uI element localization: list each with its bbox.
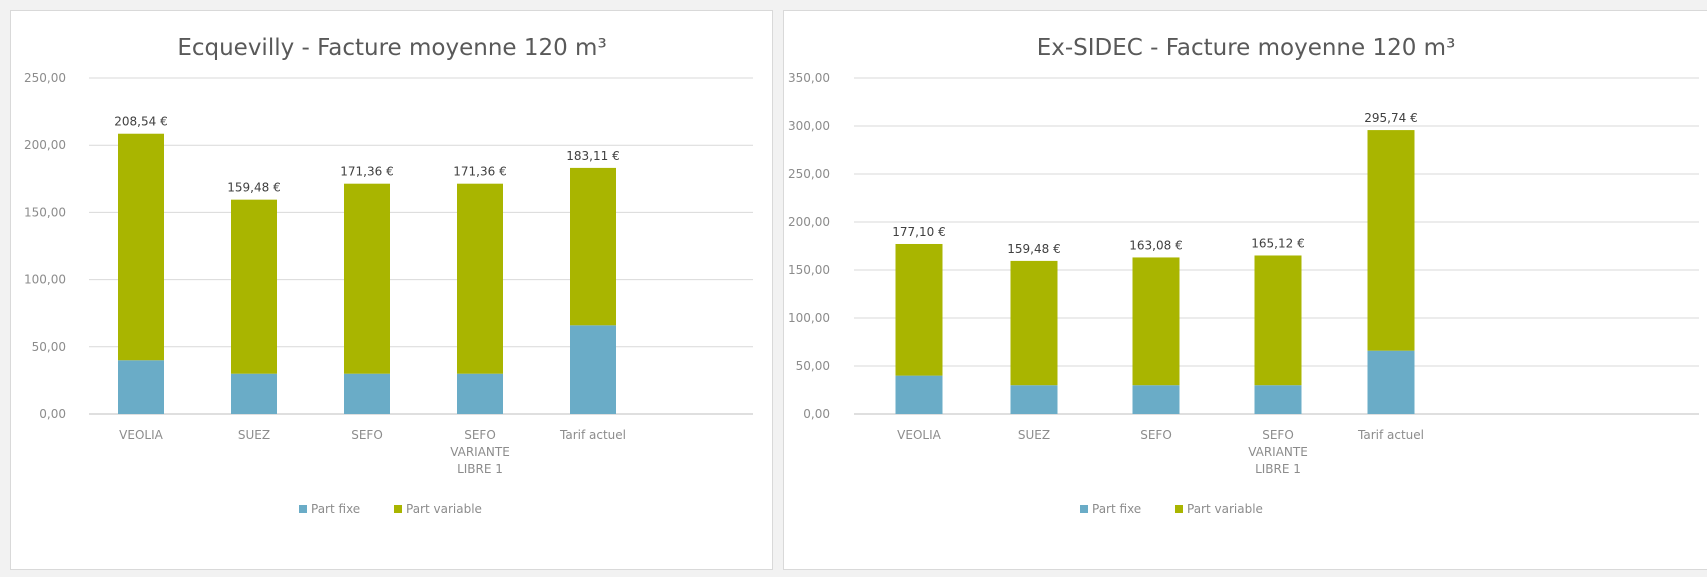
data-label: 295,74 € (1364, 111, 1417, 125)
y-tick-label: 50,00 (32, 340, 66, 354)
y-tick-label: 250,00 (24, 71, 66, 85)
y-tick-label: 50,00 (796, 359, 830, 373)
legend-swatch-variable (394, 505, 402, 513)
bar-part-variable (1254, 255, 1302, 386)
bar-part-fixe (895, 375, 943, 414)
x-category-label: SUEZ (1018, 428, 1050, 442)
chart-title: Ecquevilly - Facture moyenne 120 m³ (177, 35, 606, 61)
bar-part-variable (1132, 257, 1180, 386)
chart-title: Ex-SIDEC - Facture moyenne 120 m³ (1037, 35, 1456, 61)
x-category-label: SEFO (1262, 428, 1294, 442)
legend-label: Part fixe (1092, 502, 1141, 516)
x-category-label: VEOLIA (119, 428, 163, 442)
data-label: 163,08 € (1129, 238, 1182, 252)
bar-part-variable (1367, 130, 1415, 351)
bar-part-fixe (231, 373, 277, 414)
chart-ecquevilly: Ecquevilly - Facture moyenne 120 m³ 0,00… (24, 35, 753, 516)
y-tick-label: 150,00 (788, 263, 830, 277)
y-tick-label: 300,00 (788, 119, 830, 133)
bar-part-variable (570, 167, 616, 326)
bar-part-fixe (1132, 385, 1180, 414)
bar-part-fixe (1367, 350, 1415, 414)
legend-label: Part fixe (311, 502, 360, 516)
chart-panel-ecquevilly: Ecquevilly - Facture moyenne 120 m³ 0,00… (10, 10, 773, 570)
y-tick-label: 150,00 (24, 205, 66, 219)
bar-part-variable (1010, 260, 1058, 386)
x-category-label: LIBRE 1 (1255, 462, 1301, 476)
x-category-label: SEFO (351, 428, 383, 442)
x-category-label: VARIANTE (1248, 445, 1308, 459)
bar-part-fixe (1254, 385, 1302, 414)
y-tick-label: 100,00 (24, 273, 66, 287)
bar-part-fixe (344, 373, 390, 414)
x-category-label: VEOLIA (897, 428, 941, 442)
y-tick-label: 200,00 (788, 215, 830, 229)
bar-part-fixe (118, 360, 164, 414)
legend-label: Part variable (1187, 502, 1263, 516)
bar-part-variable (895, 243, 943, 376)
x-category-label: SEFO (1140, 428, 1172, 442)
x-category-label: LIBRE 1 (457, 462, 503, 476)
data-label: 208,54 € (114, 115, 167, 129)
x-category-label: Tarif actuel (1357, 428, 1424, 442)
data-label: 159,48 € (1007, 242, 1060, 256)
bar-part-fixe (1010, 385, 1058, 414)
legend-label: Part variable (406, 502, 482, 516)
y-tick-label: 0,00 (39, 407, 66, 421)
y-tick-label: 0,00 (803, 407, 830, 421)
bar-part-variable (231, 199, 277, 374)
data-label: 171,36 € (340, 165, 393, 179)
data-label: 183,11 € (566, 149, 619, 163)
data-label: 159,48 € (227, 181, 280, 195)
chart-ex-sidec: Ex-SIDEC - Facture moyenne 120 m³ 0,00 50… (788, 35, 1699, 516)
x-category-label: SUEZ (238, 428, 270, 442)
y-tick-label: 250,00 (788, 167, 830, 181)
legend-swatch-variable (1175, 505, 1183, 513)
data-label: 177,10 € (892, 225, 945, 239)
bar-part-fixe (570, 325, 616, 414)
y-tick-label: 200,00 (24, 138, 66, 152)
x-category-label: Tarif actuel (559, 428, 626, 442)
data-label: 165,12 € (1251, 236, 1304, 250)
x-category-label: SEFO (464, 428, 496, 442)
x-category-label: VARIANTE (450, 445, 510, 459)
legend-swatch-fixe (1080, 505, 1088, 513)
bar-part-variable (344, 183, 390, 374)
y-tick-label: 100,00 (788, 311, 830, 325)
bar-part-fixe (457, 373, 503, 414)
y-tick-label: 350,00 (788, 71, 830, 85)
bar-part-variable (118, 133, 164, 361)
chart-panel-ex-sidec: Ex-SIDEC - Facture moyenne 120 m³ 0,00 50… (783, 10, 1707, 570)
legend-swatch-fixe (299, 505, 307, 513)
data-label: 171,36 € (453, 165, 506, 179)
bar-part-variable (457, 183, 503, 374)
